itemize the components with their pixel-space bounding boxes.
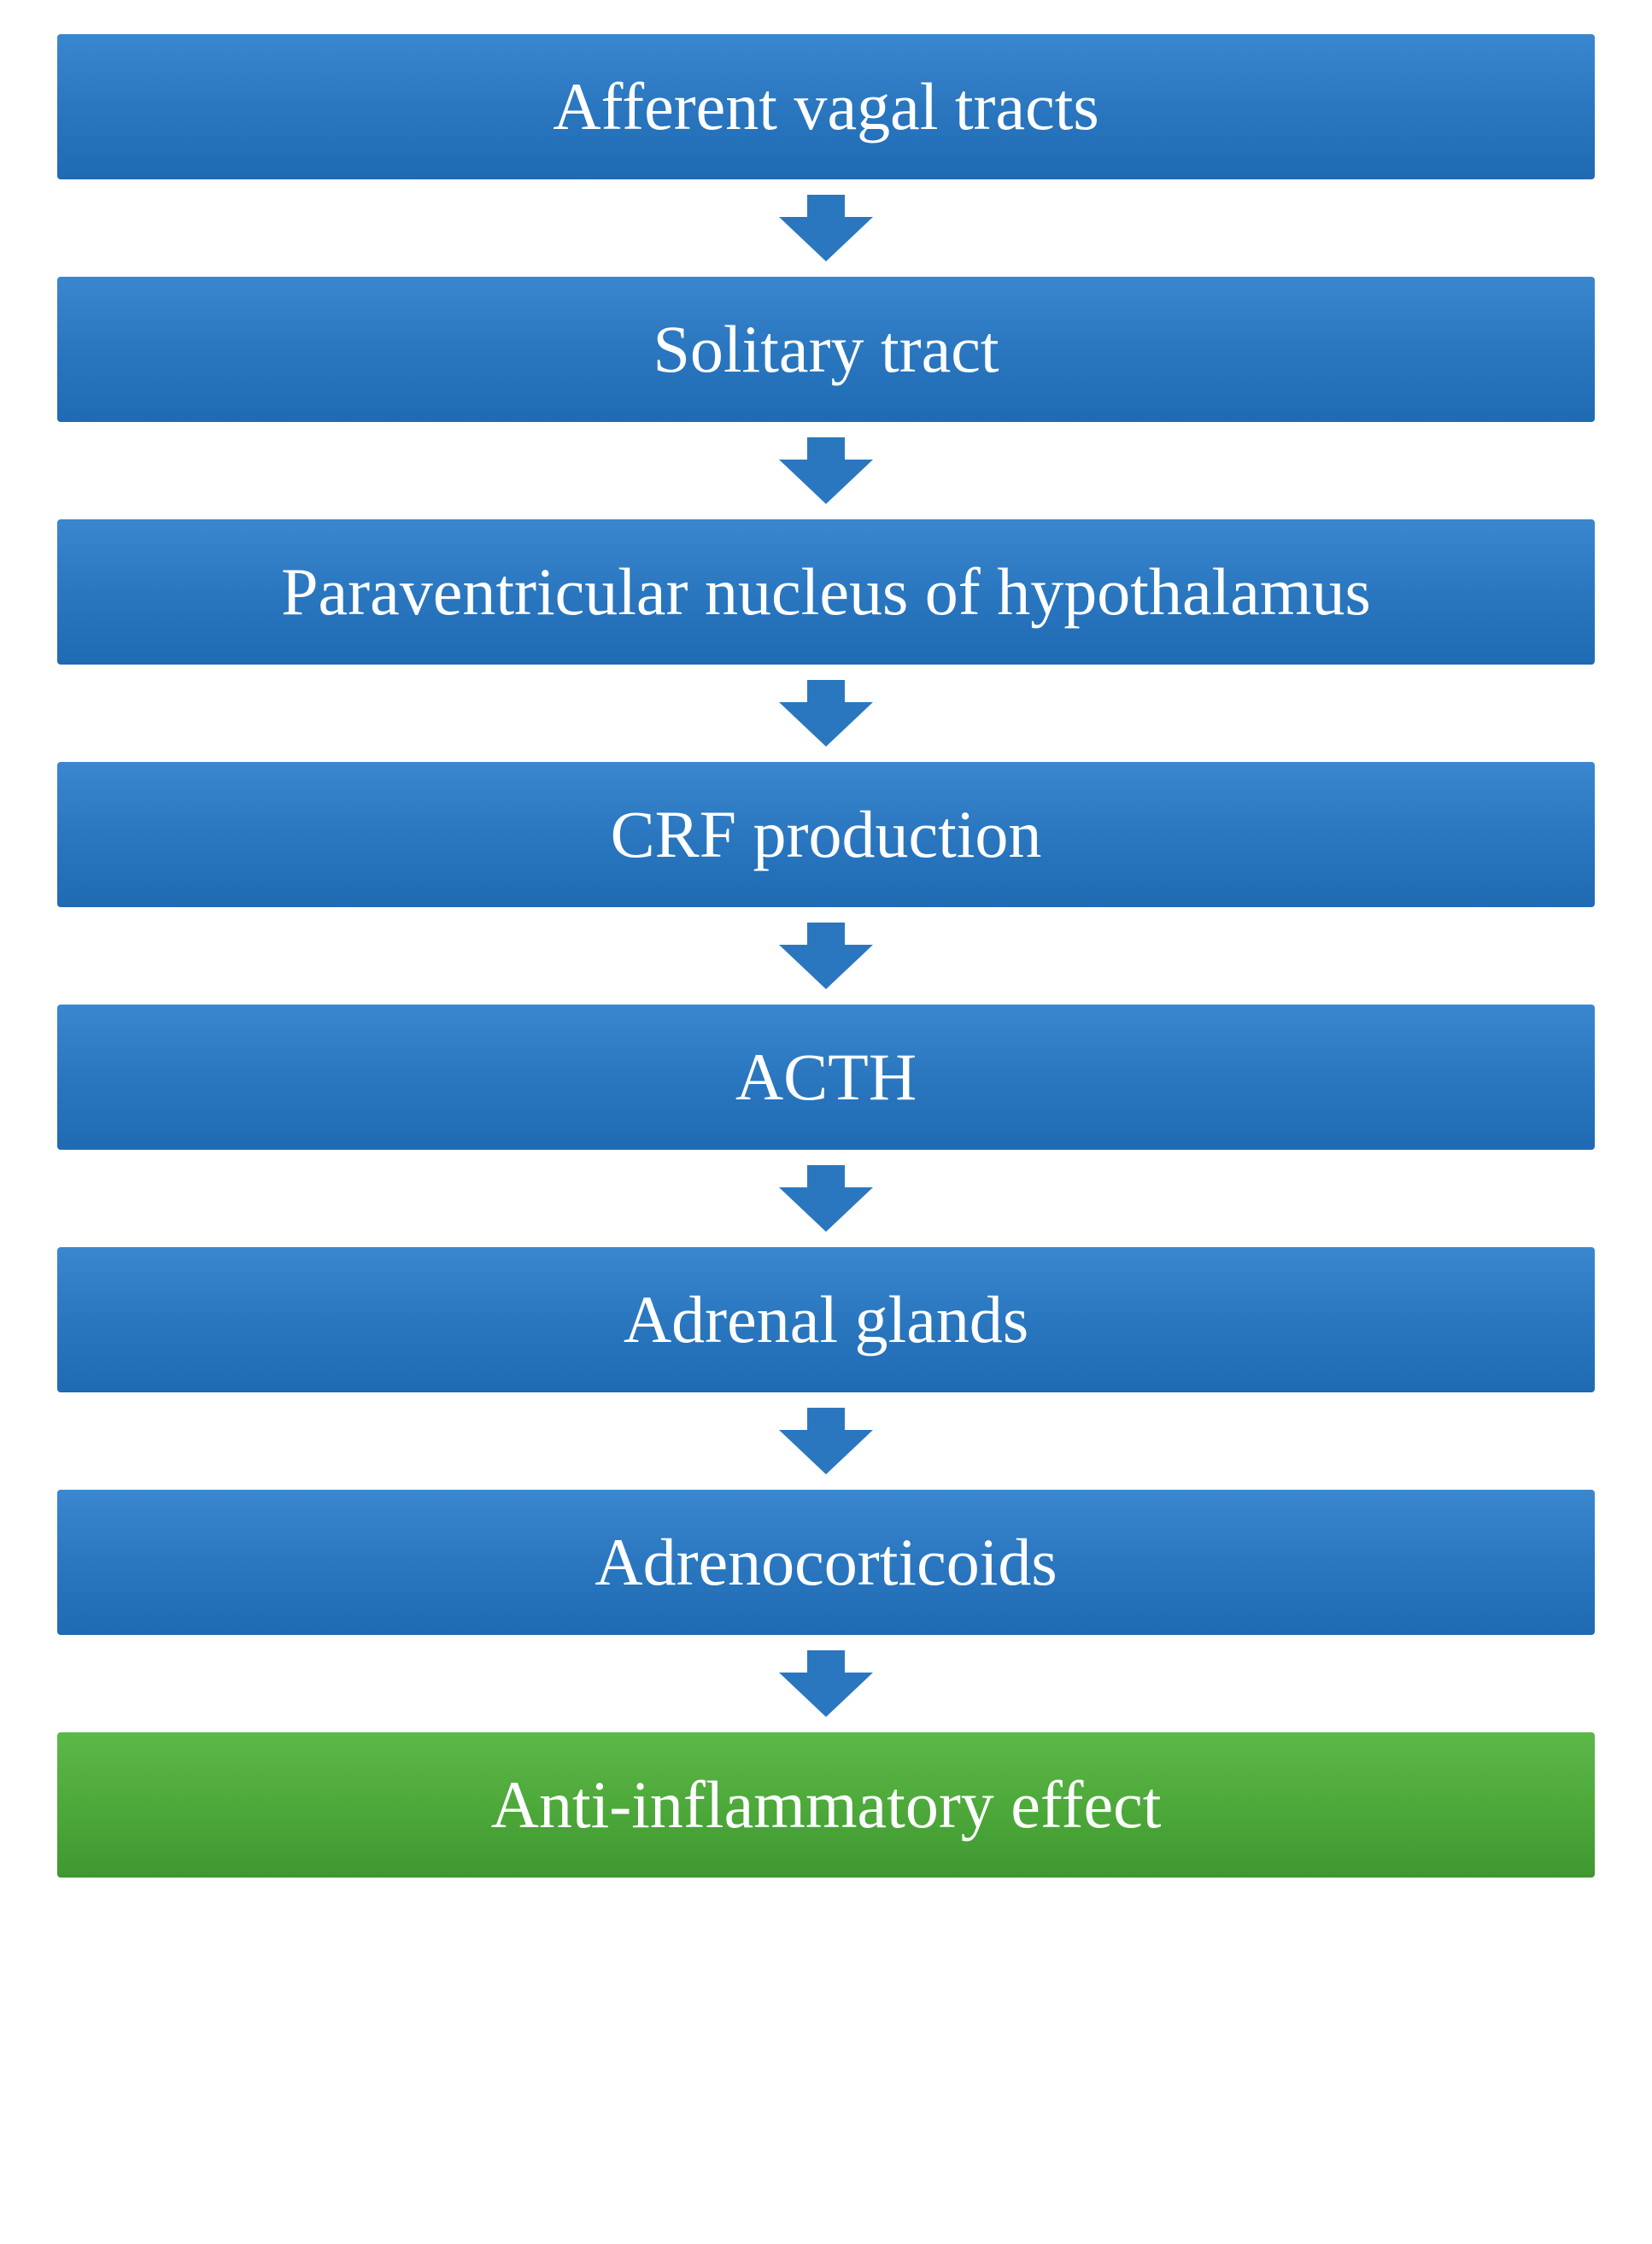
flowchart-arrow [779,422,873,519]
flowchart-node-label: Adrenal glands [624,1281,1028,1358]
arrow-down-icon [779,437,873,504]
flowchart-container: Afferent vagal tracts Solitary tract Parav… [57,34,1595,1878]
flowchart-arrow [779,179,873,277]
flowchart-node-n1: Afferent vagal tracts [57,34,1595,179]
flowchart-arrow [779,665,873,762]
arrow-down-icon [779,680,873,747]
flowchart-node-n3: Paraventricular nucleus of hypothalamus [57,519,1595,665]
flowchart-node-label: Afferent vagal tracts [553,68,1099,145]
flowchart-arrow [779,1635,873,1732]
arrow-down-icon [779,1408,873,1474]
arrow-down-icon [779,1165,873,1232]
arrow-down-icon [779,1650,873,1717]
flowchart-node-n2: Solitary tract [57,277,1595,422]
flowchart-node-n8: Anti-inflammatory effect [57,1732,1595,1878]
flowchart-node-label: ACTH [735,1039,917,1116]
arrow-down-icon [779,195,873,261]
flowchart-node-label: Anti-inflammatory effect [491,1766,1162,1843]
arrow-down-icon [779,923,873,989]
flowchart-arrow [779,907,873,1005]
flowchart-arrow [779,1392,873,1490]
flowchart-node-n7: Adrenocorticoids [57,1490,1595,1635]
flowchart-node-n4: CRF production [57,762,1595,907]
flowchart-arrow [779,1150,873,1247]
flowchart-node-n6: Adrenal glands [57,1247,1595,1392]
flowchart-node-label: Adrenocorticoids [595,1524,1057,1601]
flowchart-node-label: Solitary tract [653,311,999,388]
flowchart-node-label: CRF production [611,796,1042,873]
flowchart-node-label: Paraventricular nucleus of hypothalamus [281,554,1371,630]
flowchart-node-n5: ACTH [57,1005,1595,1150]
